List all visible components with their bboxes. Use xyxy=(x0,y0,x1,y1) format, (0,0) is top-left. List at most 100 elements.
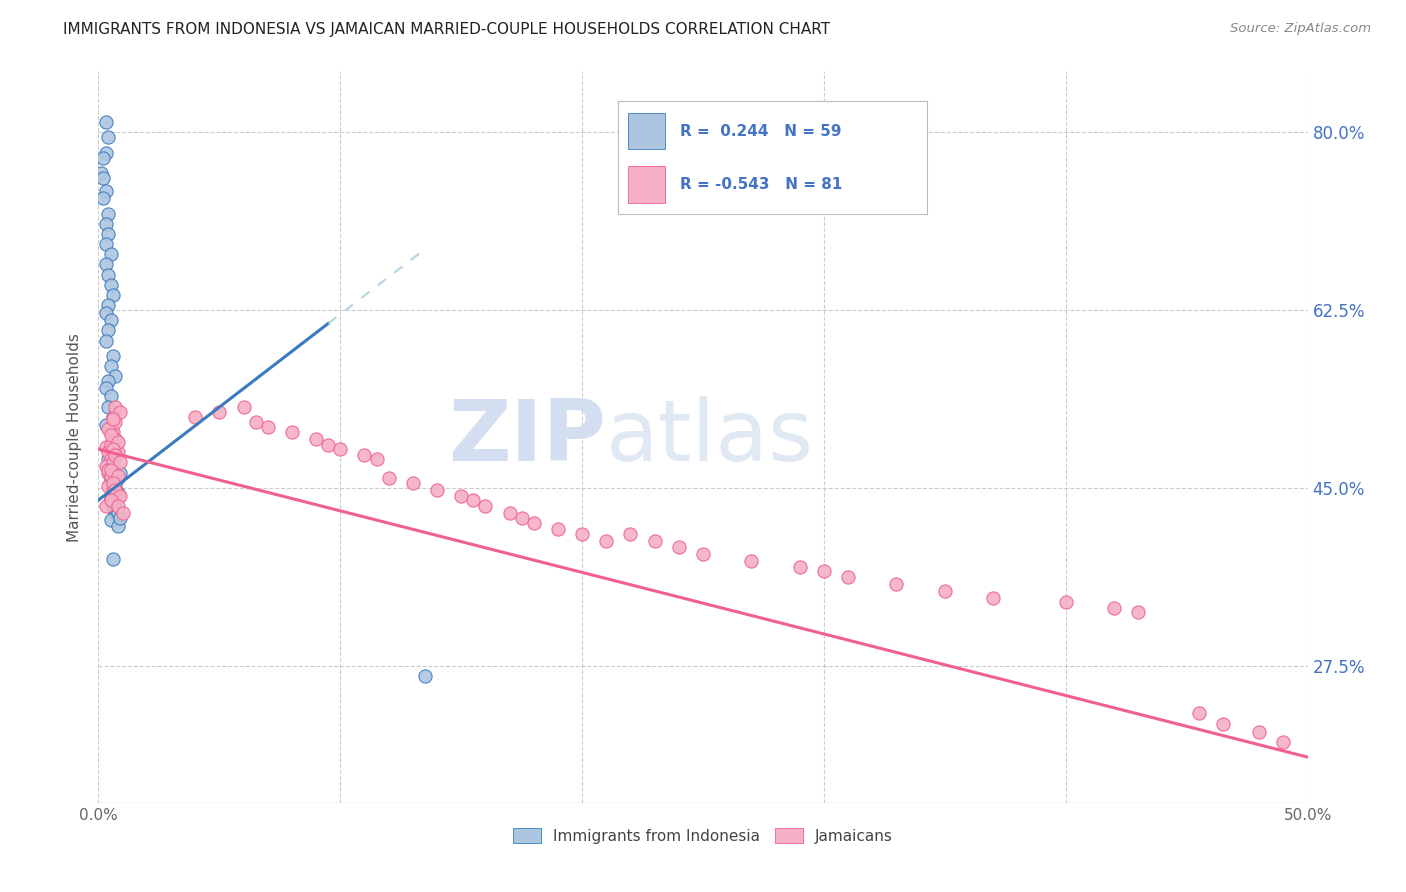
Point xyxy=(97,227,120,241)
Point xyxy=(256,420,278,434)
Text: ZIP: ZIP xyxy=(449,395,606,479)
Point xyxy=(97,130,120,145)
Point xyxy=(104,483,127,497)
Point xyxy=(547,521,569,535)
Point xyxy=(104,400,127,414)
Point xyxy=(101,409,124,424)
Point xyxy=(1249,724,1271,739)
Point xyxy=(377,471,399,485)
Text: Source: ZipAtlas.com: Source: ZipAtlas.com xyxy=(1230,22,1371,36)
Point xyxy=(91,191,114,205)
Point xyxy=(94,184,117,198)
Point xyxy=(108,466,131,480)
Point xyxy=(104,486,127,500)
Point xyxy=(104,449,127,463)
Point xyxy=(104,479,127,493)
Point xyxy=(97,298,120,312)
Point xyxy=(94,381,117,395)
Point xyxy=(101,412,124,426)
Point xyxy=(100,462,122,476)
Point xyxy=(94,499,117,513)
Point xyxy=(101,499,124,513)
Point xyxy=(100,473,122,487)
Point xyxy=(510,511,533,525)
Legend: Immigrants from Indonesia, Jamaicans: Immigrants from Indonesia, Jamaicans xyxy=(508,822,898,850)
Point xyxy=(1102,600,1125,615)
Point xyxy=(104,506,127,520)
Point xyxy=(97,422,120,436)
Point xyxy=(1272,735,1295,749)
Point xyxy=(107,435,129,450)
Point xyxy=(90,166,112,180)
Point xyxy=(208,405,231,419)
Point xyxy=(94,334,117,348)
Point xyxy=(692,547,714,561)
Point xyxy=(104,475,127,490)
Point xyxy=(100,513,122,527)
Point xyxy=(789,560,811,574)
Point xyxy=(107,499,129,513)
Point xyxy=(402,475,425,490)
Point xyxy=(97,323,120,337)
Point xyxy=(934,584,956,599)
Point xyxy=(97,206,120,220)
Point xyxy=(97,268,120,282)
Point xyxy=(100,420,122,434)
Point xyxy=(101,475,124,490)
Point xyxy=(498,506,520,520)
Point xyxy=(104,501,127,516)
Point xyxy=(981,591,1004,605)
Point xyxy=(281,425,304,439)
Point xyxy=(91,151,114,165)
Point xyxy=(740,554,762,568)
Point xyxy=(100,493,122,508)
Point xyxy=(1128,605,1150,619)
Point xyxy=(108,405,131,419)
Point xyxy=(97,400,120,414)
Point xyxy=(101,349,124,363)
Point xyxy=(886,577,908,591)
Point xyxy=(595,533,617,548)
Point xyxy=(101,455,124,469)
Point xyxy=(101,442,124,457)
Point xyxy=(101,471,124,485)
Point xyxy=(101,288,124,302)
Point xyxy=(100,425,122,439)
Point xyxy=(107,486,129,500)
Point xyxy=(100,428,122,442)
Point xyxy=(108,455,131,469)
Point xyxy=(94,145,117,160)
Point xyxy=(104,483,127,497)
Point xyxy=(101,473,124,487)
Point xyxy=(107,519,129,533)
Point xyxy=(305,432,328,446)
Point xyxy=(100,277,122,292)
Point xyxy=(329,442,352,457)
Point xyxy=(104,445,127,459)
Point xyxy=(426,483,449,497)
Point xyxy=(101,475,124,490)
Point xyxy=(104,486,127,500)
Point xyxy=(813,564,835,578)
Point xyxy=(316,438,339,452)
Point xyxy=(571,526,593,541)
Point xyxy=(100,389,122,403)
Point xyxy=(100,491,122,505)
Point xyxy=(94,458,117,473)
Point xyxy=(108,489,131,503)
Point xyxy=(97,462,120,476)
Y-axis label: Married-couple Households: Married-couple Households xyxy=(67,333,83,541)
Point xyxy=(107,489,129,503)
Point xyxy=(353,449,375,463)
Point xyxy=(100,493,122,508)
Point xyxy=(107,471,129,485)
Point xyxy=(232,400,254,414)
Point xyxy=(101,409,124,424)
Point xyxy=(474,499,496,513)
Point xyxy=(94,237,117,252)
Point xyxy=(837,570,859,584)
Point xyxy=(668,540,690,554)
Point xyxy=(101,496,124,510)
Point xyxy=(97,445,120,459)
Point xyxy=(644,533,666,548)
